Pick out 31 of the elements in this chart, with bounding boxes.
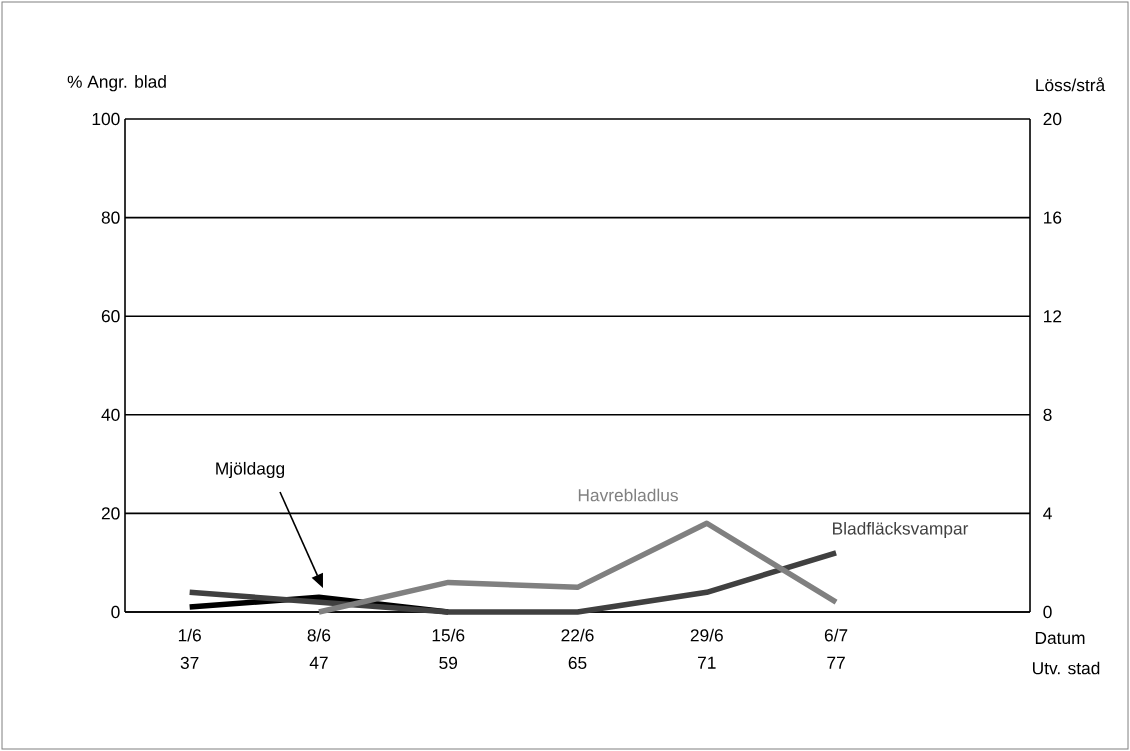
y-tick-label: 40 — [101, 408, 120, 421]
text: 71 — [698, 656, 716, 669]
x-axis-title: Datum — [1035, 631, 1085, 645]
y2-tick-label: 16 — [1044, 211, 1062, 224]
y-tick-label: 0 — [111, 605, 120, 619]
y2-tick-label: 4 — [1043, 507, 1052, 520]
text: 59 — [439, 656, 458, 669]
text: 65 — [568, 656, 587, 669]
text: 47 — [309, 656, 328, 669]
text: Mjöldagg — [216, 461, 285, 479]
y-tick-label: 60 — [101, 310, 120, 323]
x-tick-label: 22/6 — [561, 628, 594, 642]
y-axis-title: % Angr. blad — [67, 75, 166, 92]
text: Utv. stad — [1032, 661, 1100, 675]
series-label: Bladfläcksvampar — [833, 521, 969, 539]
x-tick-label: 6/7 — [824, 628, 848, 642]
y2-tick-label: 8 — [1043, 408, 1052, 421]
series-label: Havrebladlus — [578, 488, 678, 502]
y2-tick-label: 0 — [1043, 605, 1052, 619]
x-tick-label: 1/6 — [178, 628, 201, 642]
x-tick-label: 29/6 — [690, 628, 723, 642]
text: 37 — [180, 656, 199, 669]
y2-tick-label: 12 — [1044, 310, 1062, 323]
x-tick-label: 8/6 — [307, 628, 331, 642]
y-tick-label: 100 — [92, 112, 120, 126]
y2-tick-label: 20 — [1043, 112, 1062, 126]
y-tick-label: 20 — [101, 507, 120, 520]
y2-axis-title: Löss/strå — [1036, 77, 1106, 92]
x-tick-label: 15/6 — [432, 628, 465, 642]
y-tick-label: 80 — [101, 211, 120, 224]
text: 77 — [827, 656, 845, 669]
